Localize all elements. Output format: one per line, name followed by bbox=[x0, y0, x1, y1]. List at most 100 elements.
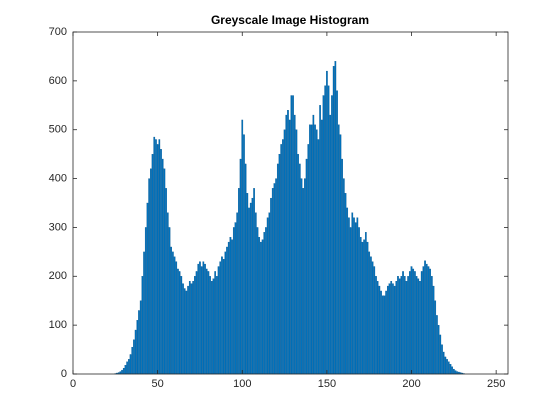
bar bbox=[346, 207, 349, 375]
bar bbox=[309, 124, 311, 375]
x-tick-label: 200 bbox=[402, 378, 420, 390]
bar bbox=[305, 158, 308, 375]
bar bbox=[326, 70, 328, 375]
bar bbox=[312, 114, 315, 375]
bar bbox=[292, 95, 294, 375]
bar bbox=[144, 227, 147, 375]
bar bbox=[232, 227, 235, 375]
x-tick-label: 250 bbox=[487, 378, 505, 390]
bar bbox=[329, 114, 332, 375]
bar bbox=[398, 278, 401, 375]
bar bbox=[439, 334, 442, 375]
bar bbox=[397, 276, 399, 375]
bar bbox=[209, 276, 211, 375]
bar bbox=[271, 188, 274, 375]
bar bbox=[212, 278, 215, 375]
bar bbox=[234, 222, 237, 375]
bar bbox=[373, 266, 376, 375]
bar bbox=[407, 276, 409, 375]
bar bbox=[266, 217, 269, 375]
bar bbox=[441, 344, 443, 375]
bar bbox=[354, 222, 357, 375]
bar bbox=[222, 259, 225, 375]
bar bbox=[358, 227, 360, 375]
bar bbox=[370, 256, 372, 375]
bar bbox=[136, 320, 139, 375]
bar bbox=[415, 276, 418, 375]
bar bbox=[261, 239, 264, 375]
bar bbox=[187, 285, 189, 375]
bar bbox=[238, 188, 240, 375]
bar bbox=[451, 366, 453, 375]
bar bbox=[334, 61, 337, 375]
bar bbox=[197, 263, 200, 375]
bar bbox=[363, 239, 365, 375]
bar bbox=[339, 134, 342, 375]
bar bbox=[202, 261, 205, 375]
bar bbox=[322, 95, 325, 375]
bar bbox=[342, 178, 345, 375]
bar bbox=[258, 237, 261, 375]
bar bbox=[248, 207, 250, 375]
bar bbox=[227, 241, 230, 375]
x-tick-label: 150 bbox=[318, 378, 336, 390]
bar bbox=[420, 271, 423, 375]
bar bbox=[359, 237, 362, 375]
bar bbox=[251, 197, 254, 375]
axes-box bbox=[72, 31, 509, 375]
bar bbox=[402, 271, 404, 375]
bar bbox=[239, 158, 242, 375]
bar bbox=[361, 241, 364, 375]
bar bbox=[166, 212, 169, 375]
bar bbox=[307, 144, 310, 375]
bar bbox=[126, 361, 128, 375]
bar bbox=[175, 261, 178, 375]
bar bbox=[131, 346, 134, 375]
bar bbox=[278, 153, 281, 375]
bar bbox=[419, 281, 421, 375]
bar bbox=[393, 285, 396, 375]
bar bbox=[332, 66, 335, 375]
bar bbox=[349, 227, 352, 375]
bar bbox=[405, 281, 408, 375]
bar bbox=[143, 251, 145, 375]
bar bbox=[200, 266, 203, 375]
bar bbox=[417, 278, 420, 375]
bar bbox=[178, 271, 181, 375]
bar bbox=[317, 139, 320, 375]
bar bbox=[388, 283, 391, 375]
bar bbox=[244, 163, 247, 375]
bar bbox=[436, 315, 438, 375]
bar bbox=[444, 356, 447, 375]
bar bbox=[353, 217, 355, 375]
bar bbox=[375, 276, 377, 375]
bar bbox=[195, 271, 198, 375]
bar bbox=[434, 300, 437, 375]
bar bbox=[150, 168, 152, 375]
bar bbox=[243, 134, 245, 375]
y-tick-label: 400 bbox=[49, 172, 67, 184]
bar bbox=[432, 285, 435, 375]
bar bbox=[270, 197, 272, 375]
bar bbox=[254, 212, 257, 375]
bar bbox=[302, 188, 305, 375]
bar bbox=[383, 295, 386, 375]
bar bbox=[376, 281, 379, 375]
bar bbox=[168, 227, 171, 375]
bar bbox=[139, 300, 142, 375]
bar bbox=[454, 370, 457, 375]
bar bbox=[185, 290, 188, 375]
bar bbox=[263, 232, 266, 375]
bar bbox=[253, 188, 255, 375]
bar bbox=[268, 212, 271, 375]
bar bbox=[293, 114, 296, 375]
bar bbox=[173, 256, 176, 375]
bar bbox=[403, 276, 406, 375]
bar bbox=[165, 188, 167, 375]
bar bbox=[366, 241, 369, 375]
bar bbox=[161, 158, 164, 375]
bar bbox=[231, 239, 233, 375]
bar bbox=[348, 217, 350, 375]
y-tick-label: 0 bbox=[61, 368, 67, 380]
bar bbox=[141, 276, 144, 375]
